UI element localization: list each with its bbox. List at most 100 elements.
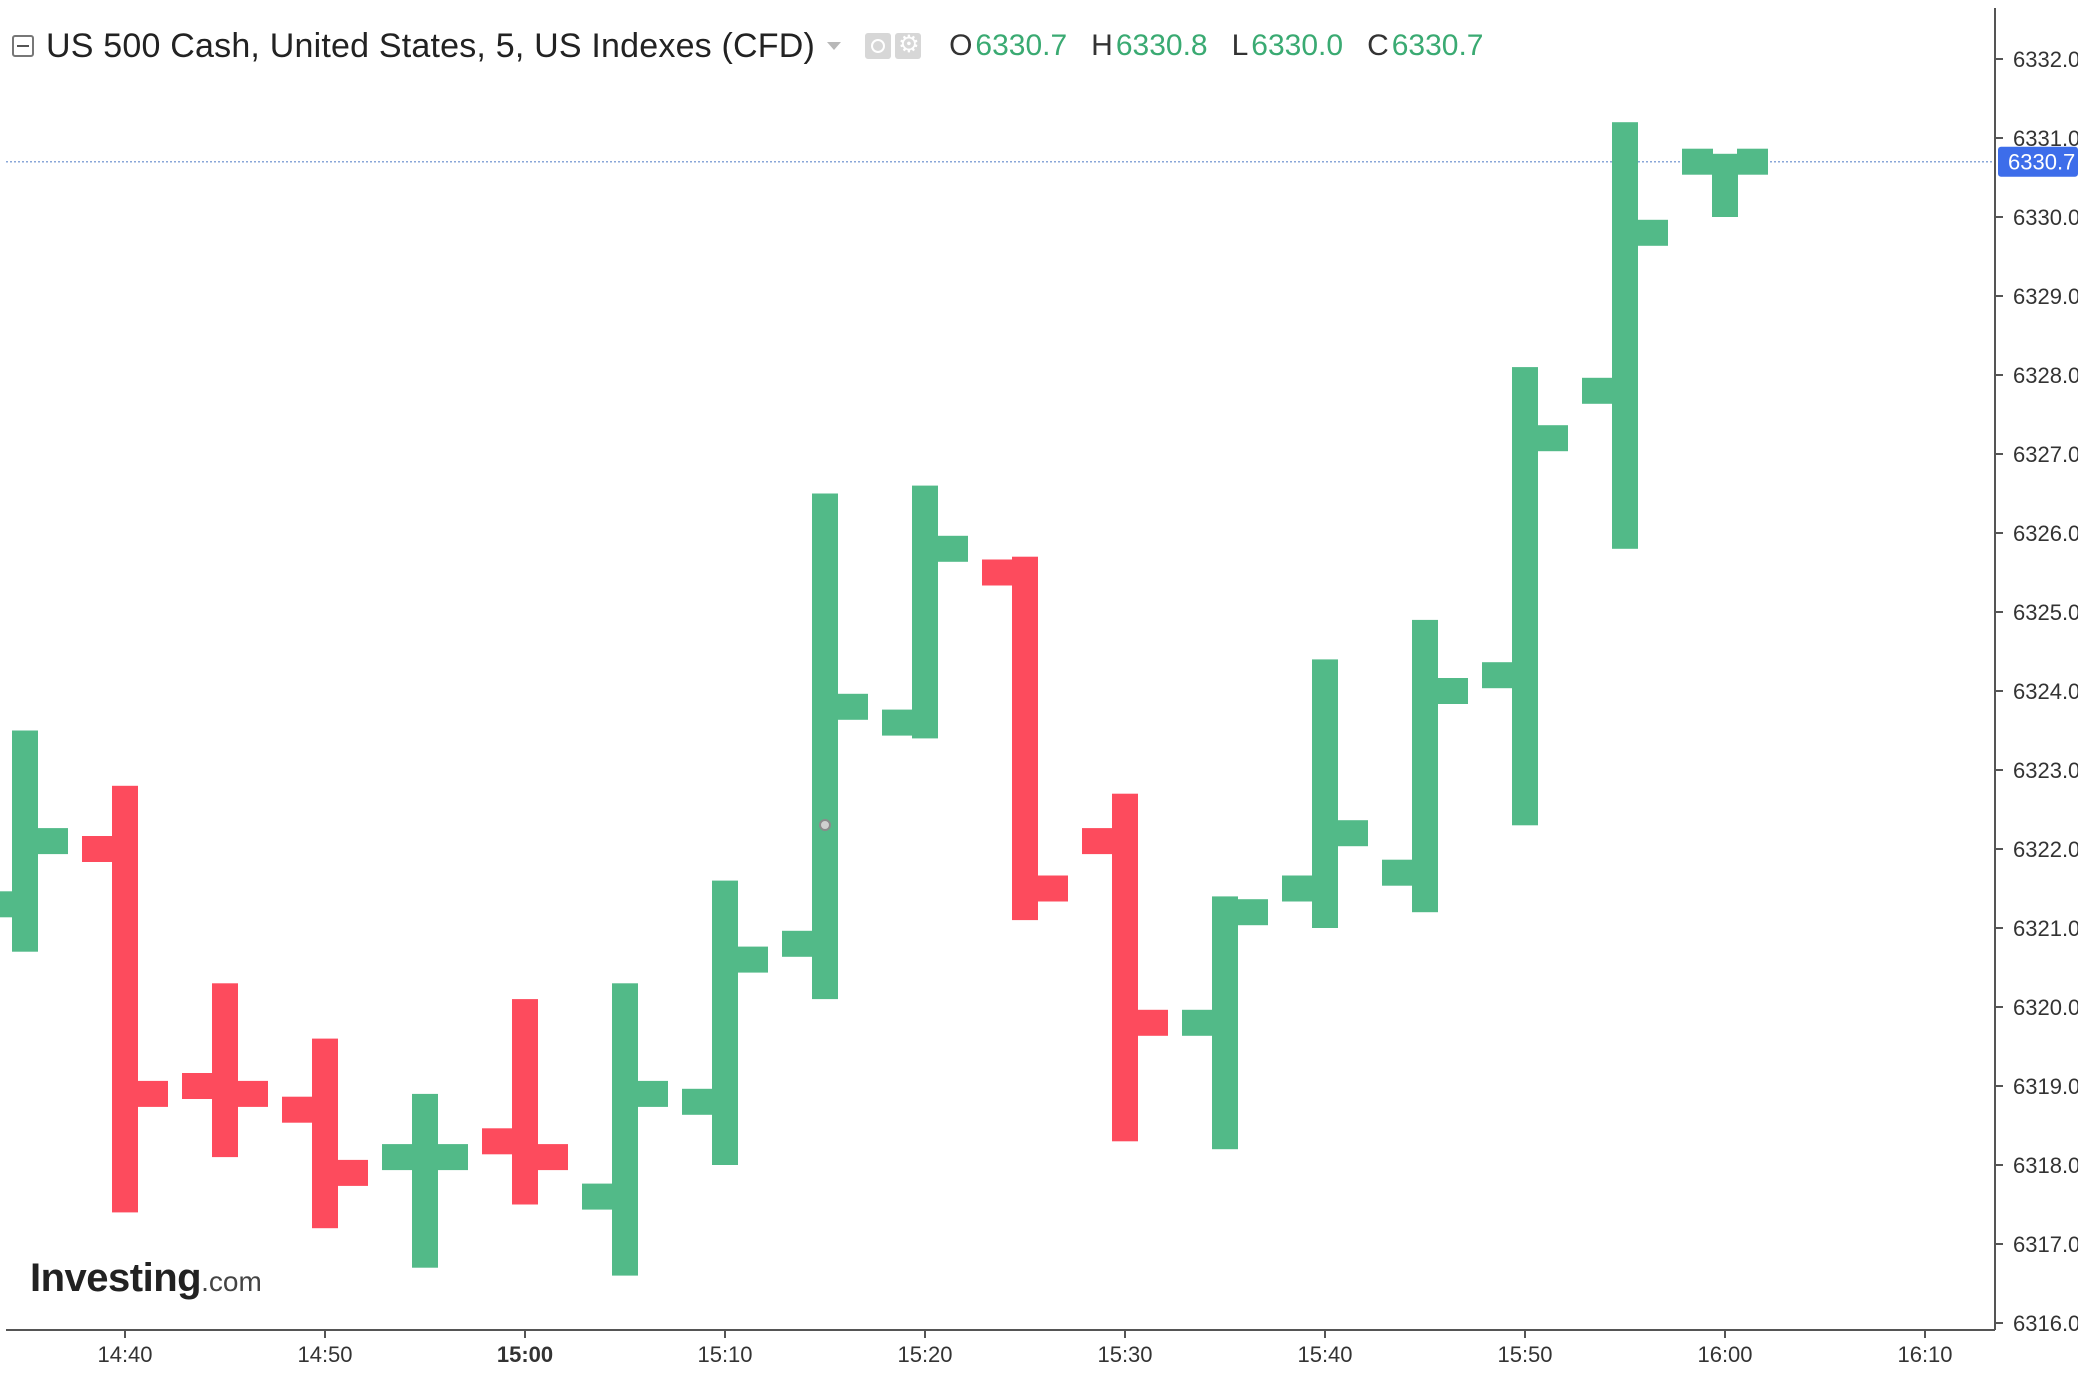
ohlc-bar[interactable]	[782, 493, 868, 1000]
ohlc-bar-open	[382, 1144, 413, 1171]
ohlc-bar-open	[982, 559, 1013, 586]
y-tick-label: 6327.0	[2013, 442, 2078, 467]
ohlc-bar-open	[1582, 377, 1613, 404]
ohlc-bar-close	[537, 1144, 568, 1171]
ohlc-bar-open	[182, 1073, 213, 1099]
y-tick-label: 6330.0	[2013, 205, 2078, 230]
ohlc-bar-close	[1437, 678, 1468, 704]
x-tick-label: 15:00	[497, 1342, 553, 1367]
y-tick-label: 6329.0	[2013, 284, 2078, 309]
ohlc-bar-open	[782, 930, 813, 957]
ohlc-bar-open	[1182, 1009, 1213, 1036]
ohlc-bar-close	[1337, 820, 1368, 847]
ohlc-bar[interactable]	[1682, 148, 1768, 217]
ohlc-bar-close	[637, 1080, 668, 1107]
ohlc-bar-open	[82, 836, 113, 862]
y-tick-label: 6318.0	[2013, 1153, 2078, 1178]
ohlc-bar-close	[1037, 875, 1068, 902]
ohlc-bar[interactable]	[1382, 619, 1468, 913]
crosshair-dot	[819, 819, 831, 832]
ohlc-bar[interactable]	[82, 785, 168, 1213]
investing-logo: Investing .com	[30, 1256, 262, 1301]
ohlc-bar[interactable]	[1182, 896, 1268, 1150]
ohlc-bar[interactable]	[1082, 793, 1168, 1142]
eye-icon[interactable]	[865, 33, 892, 59]
y-tick-label: 6322.0	[2013, 837, 2078, 862]
y-tick-label: 6325.0	[2013, 600, 2078, 625]
ohlc-bar-close	[737, 946, 768, 973]
ohlc-bar-open	[482, 1128, 513, 1155]
ohlc-bar-open	[1482, 662, 1513, 689]
y-tick-label: 6332.0	[2013, 47, 2078, 72]
ohlc-bar-close	[37, 828, 68, 855]
ohlc-bar[interactable]	[182, 983, 268, 1158]
y-tick-label: 6324.0	[2013, 679, 2078, 704]
open-value: O 6330.7	[949, 29, 1068, 62]
ohlc-bar-open	[1282, 875, 1313, 902]
ohlc-bar-range	[512, 999, 538, 1205]
ohlc-bar-open	[582, 1183, 613, 1210]
ohlc-bar-close	[1537, 425, 1568, 452]
ohlc-bar[interactable]	[982, 556, 1068, 921]
y-tick-label: 6328.0	[2013, 363, 2078, 388]
x-tick-label: 14:50	[297, 1342, 352, 1367]
ohlc-bar-close	[837, 693, 868, 720]
ohlc-bar[interactable]	[1482, 367, 1568, 826]
ohlc-bar[interactable]	[582, 983, 668, 1276]
ohlc-bar-range	[12, 730, 38, 952]
gear-icon[interactable]	[895, 30, 922, 59]
ohlc-bar[interactable]	[0, 730, 68, 952]
collapse-icon[interactable]	[12, 35, 34, 57]
price-badge-label: 6330.7	[2008, 150, 2075, 175]
ohlc-bar-close	[1237, 899, 1268, 926]
ohlc-bar-range	[1512, 367, 1538, 826]
logo-brand: Investing	[30, 1256, 202, 1300]
ohlc-bar[interactable]	[282, 1038, 368, 1229]
ohlc-bar-range	[212, 983, 238, 1158]
ohlc-bar[interactable]	[382, 1093, 468, 1268]
ohlc-bar-range	[412, 1093, 438, 1268]
ohlc-bar-range	[112, 785, 138, 1213]
ohlc-bar-close	[1137, 1009, 1168, 1036]
x-tick-label: 15:10	[697, 1342, 752, 1367]
series-legend: US 500 Cash, United States, 5, US Indexe…	[12, 22, 1484, 70]
series-title[interactable]: US 500 Cash, United States, 5, US Indexe…	[46, 26, 816, 65]
ohlc-bar-range	[1212, 896, 1238, 1150]
ohlc-bar-open	[1382, 859, 1413, 886]
ohlc-bar-close	[337, 1159, 368, 1186]
ohlc-bar-range	[1412, 619, 1438, 913]
ohlc-bar-open	[282, 1096, 313, 1123]
y-tick-label: 6326.0	[2013, 521, 2078, 546]
y-tick-label: 6316.0	[2013, 1311, 2078, 1336]
high-value: H 6330.8	[1091, 29, 1208, 62]
ohlc-bar-range	[712, 880, 738, 1165]
y-tick-label: 6319.0	[2013, 1074, 2078, 1099]
ohlc-bar-close	[437, 1144, 468, 1171]
logo-tld: .com	[201, 1266, 262, 1297]
ohlc-bar[interactable]	[482, 999, 568, 1205]
ohlc-bar-open	[882, 709, 913, 736]
ohlc-bar-close	[1737, 148, 1768, 175]
ohlc-bar[interactable]	[882, 485, 968, 739]
ohlc-bar-range	[612, 983, 638, 1276]
x-tick-label: 15:20	[897, 1342, 952, 1367]
ohlc-bar-open	[1082, 828, 1113, 855]
ohlc-bar-range	[312, 1038, 338, 1229]
ohlc-bar-close	[1637, 219, 1668, 246]
x-tick-label: 15:40	[1297, 1342, 1352, 1367]
ohlc-bar-range	[1012, 556, 1038, 921]
ohlc-bar-close	[137, 1080, 168, 1107]
x-tick-label: 15:30	[1097, 1342, 1152, 1367]
y-tick-label: 6321.0	[2013, 916, 2078, 941]
ohlc-bar-open	[682, 1088, 713, 1115]
ohlc-bar-range	[912, 485, 938, 739]
ohlc-bar-open	[0, 891, 13, 918]
ohlc-bar[interactable]	[682, 880, 768, 1165]
x-tick-label: 16:00	[1697, 1342, 1752, 1367]
chevron-down-icon[interactable]	[827, 42, 842, 50]
ohlc-bar[interactable]	[1282, 659, 1368, 928]
ohlc-bar[interactable]	[1582, 122, 1668, 549]
price-badge	[1998, 146, 2078, 177]
